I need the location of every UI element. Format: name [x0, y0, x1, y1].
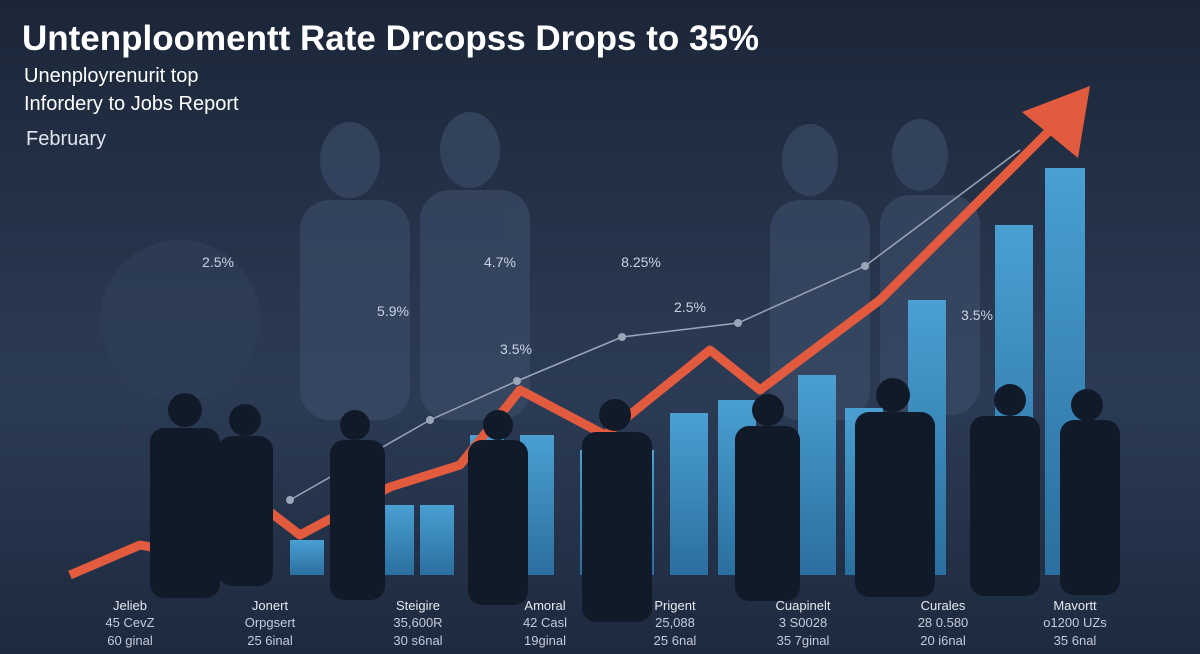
column-line: 28 0.580 [918, 615, 969, 630]
silhouettes-front [150, 378, 1120, 622]
annotation: 2.5% [674, 299, 706, 315]
column-line: 35 7ginal [777, 633, 830, 648]
column-name: Amoral [524, 598, 565, 613]
column-line: 35 6nal [1054, 633, 1097, 648]
annotation: 5.9% [377, 303, 409, 319]
column-line: 25,088 [655, 615, 695, 630]
column-name: Prigent [654, 598, 696, 613]
column-line: 30 s6nal [393, 633, 442, 648]
column-line: 3 S0028 [779, 615, 827, 630]
column-line: Orpgsert [245, 615, 296, 630]
column-line: 25 6inal [247, 633, 293, 648]
subtitle: Infordery to Jobs Report [24, 93, 239, 115]
column-line: 42 Casl [523, 615, 567, 630]
column-labels: Jelieb 45 CevZ 60 ginal Jonert Orpgsert 25 6i… [105, 598, 1107, 648]
title: Untenploomentt Rate Drcopss Drops to 35% [22, 19, 759, 58]
annotation: 8.25% [621, 254, 661, 270]
column-name: Jelieb [113, 598, 147, 613]
annotation: 4.7% [484, 254, 516, 270]
subtitle: Unenployrenurit top [24, 65, 199, 87]
column-line: 60 ginal [107, 633, 153, 648]
column-name: Curales [921, 598, 966, 613]
annotation: 3.5% [961, 307, 993, 323]
trend-dots [286, 262, 869, 504]
column-line: 20 i6nal [920, 633, 966, 648]
arrow-head [1022, 86, 1090, 158]
column-line: 45 CevZ [105, 615, 154, 630]
annotation: 2.5% [202, 254, 234, 270]
column-name: Mavortt [1053, 598, 1097, 613]
column-name: Steigire [396, 598, 440, 613]
annotation: 3.5% [500, 341, 532, 357]
column-line: 19ginal [524, 633, 566, 648]
column-line: 35,600R [393, 615, 442, 630]
column-line: o1200 UZs [1043, 615, 1107, 630]
date: February [26, 128, 106, 150]
column-line: 25 6nal [654, 633, 697, 648]
column-name: Cuapinelt [776, 598, 831, 613]
column-name: Jonert [252, 598, 289, 613]
